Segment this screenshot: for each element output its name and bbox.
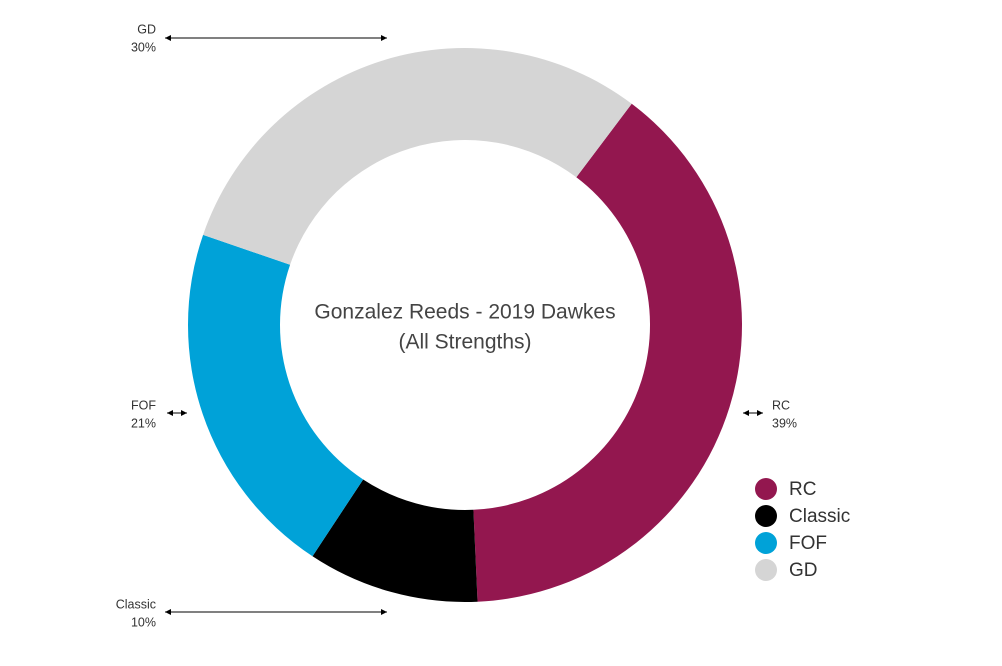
legend-label: Classic bbox=[789, 506, 850, 527]
slice-value-label: 10% bbox=[131, 615, 156, 629]
legend-swatch bbox=[755, 478, 777, 500]
legend-label: GD bbox=[789, 560, 818, 581]
legend-swatch bbox=[755, 559, 777, 581]
arrow-head bbox=[165, 35, 171, 41]
slice-label: FOF bbox=[131, 398, 156, 412]
chart-title: (All Strengths) bbox=[398, 331, 531, 354]
slice bbox=[203, 47, 632, 265]
slice-label: Classic bbox=[116, 597, 156, 611]
slice bbox=[187, 234, 364, 557]
arrow-head bbox=[181, 410, 187, 416]
slice-value-label: 21% bbox=[131, 416, 156, 430]
arrow-head bbox=[167, 410, 173, 416]
arrow-head bbox=[381, 609, 387, 615]
arrow-head bbox=[743, 410, 749, 416]
legend-swatch bbox=[755, 505, 777, 527]
slice-label: GD bbox=[137, 22, 156, 36]
slice-label: RC bbox=[772, 398, 790, 412]
slice-value-label: 39% bbox=[772, 416, 797, 430]
donut bbox=[187, 47, 742, 602]
slice bbox=[473, 103, 742, 602]
chart-title: Gonzalez Reeds - 2019 Dawkes bbox=[314, 301, 615, 324]
arrow-head bbox=[165, 609, 171, 615]
legend-label: FOF bbox=[789, 533, 827, 554]
legend-label: RC bbox=[789, 479, 816, 500]
arrow-head bbox=[381, 35, 387, 41]
arrow-head bbox=[757, 410, 763, 416]
slice bbox=[312, 479, 478, 602]
legend-swatch bbox=[755, 532, 777, 554]
slice-value-label: 30% bbox=[131, 40, 156, 54]
